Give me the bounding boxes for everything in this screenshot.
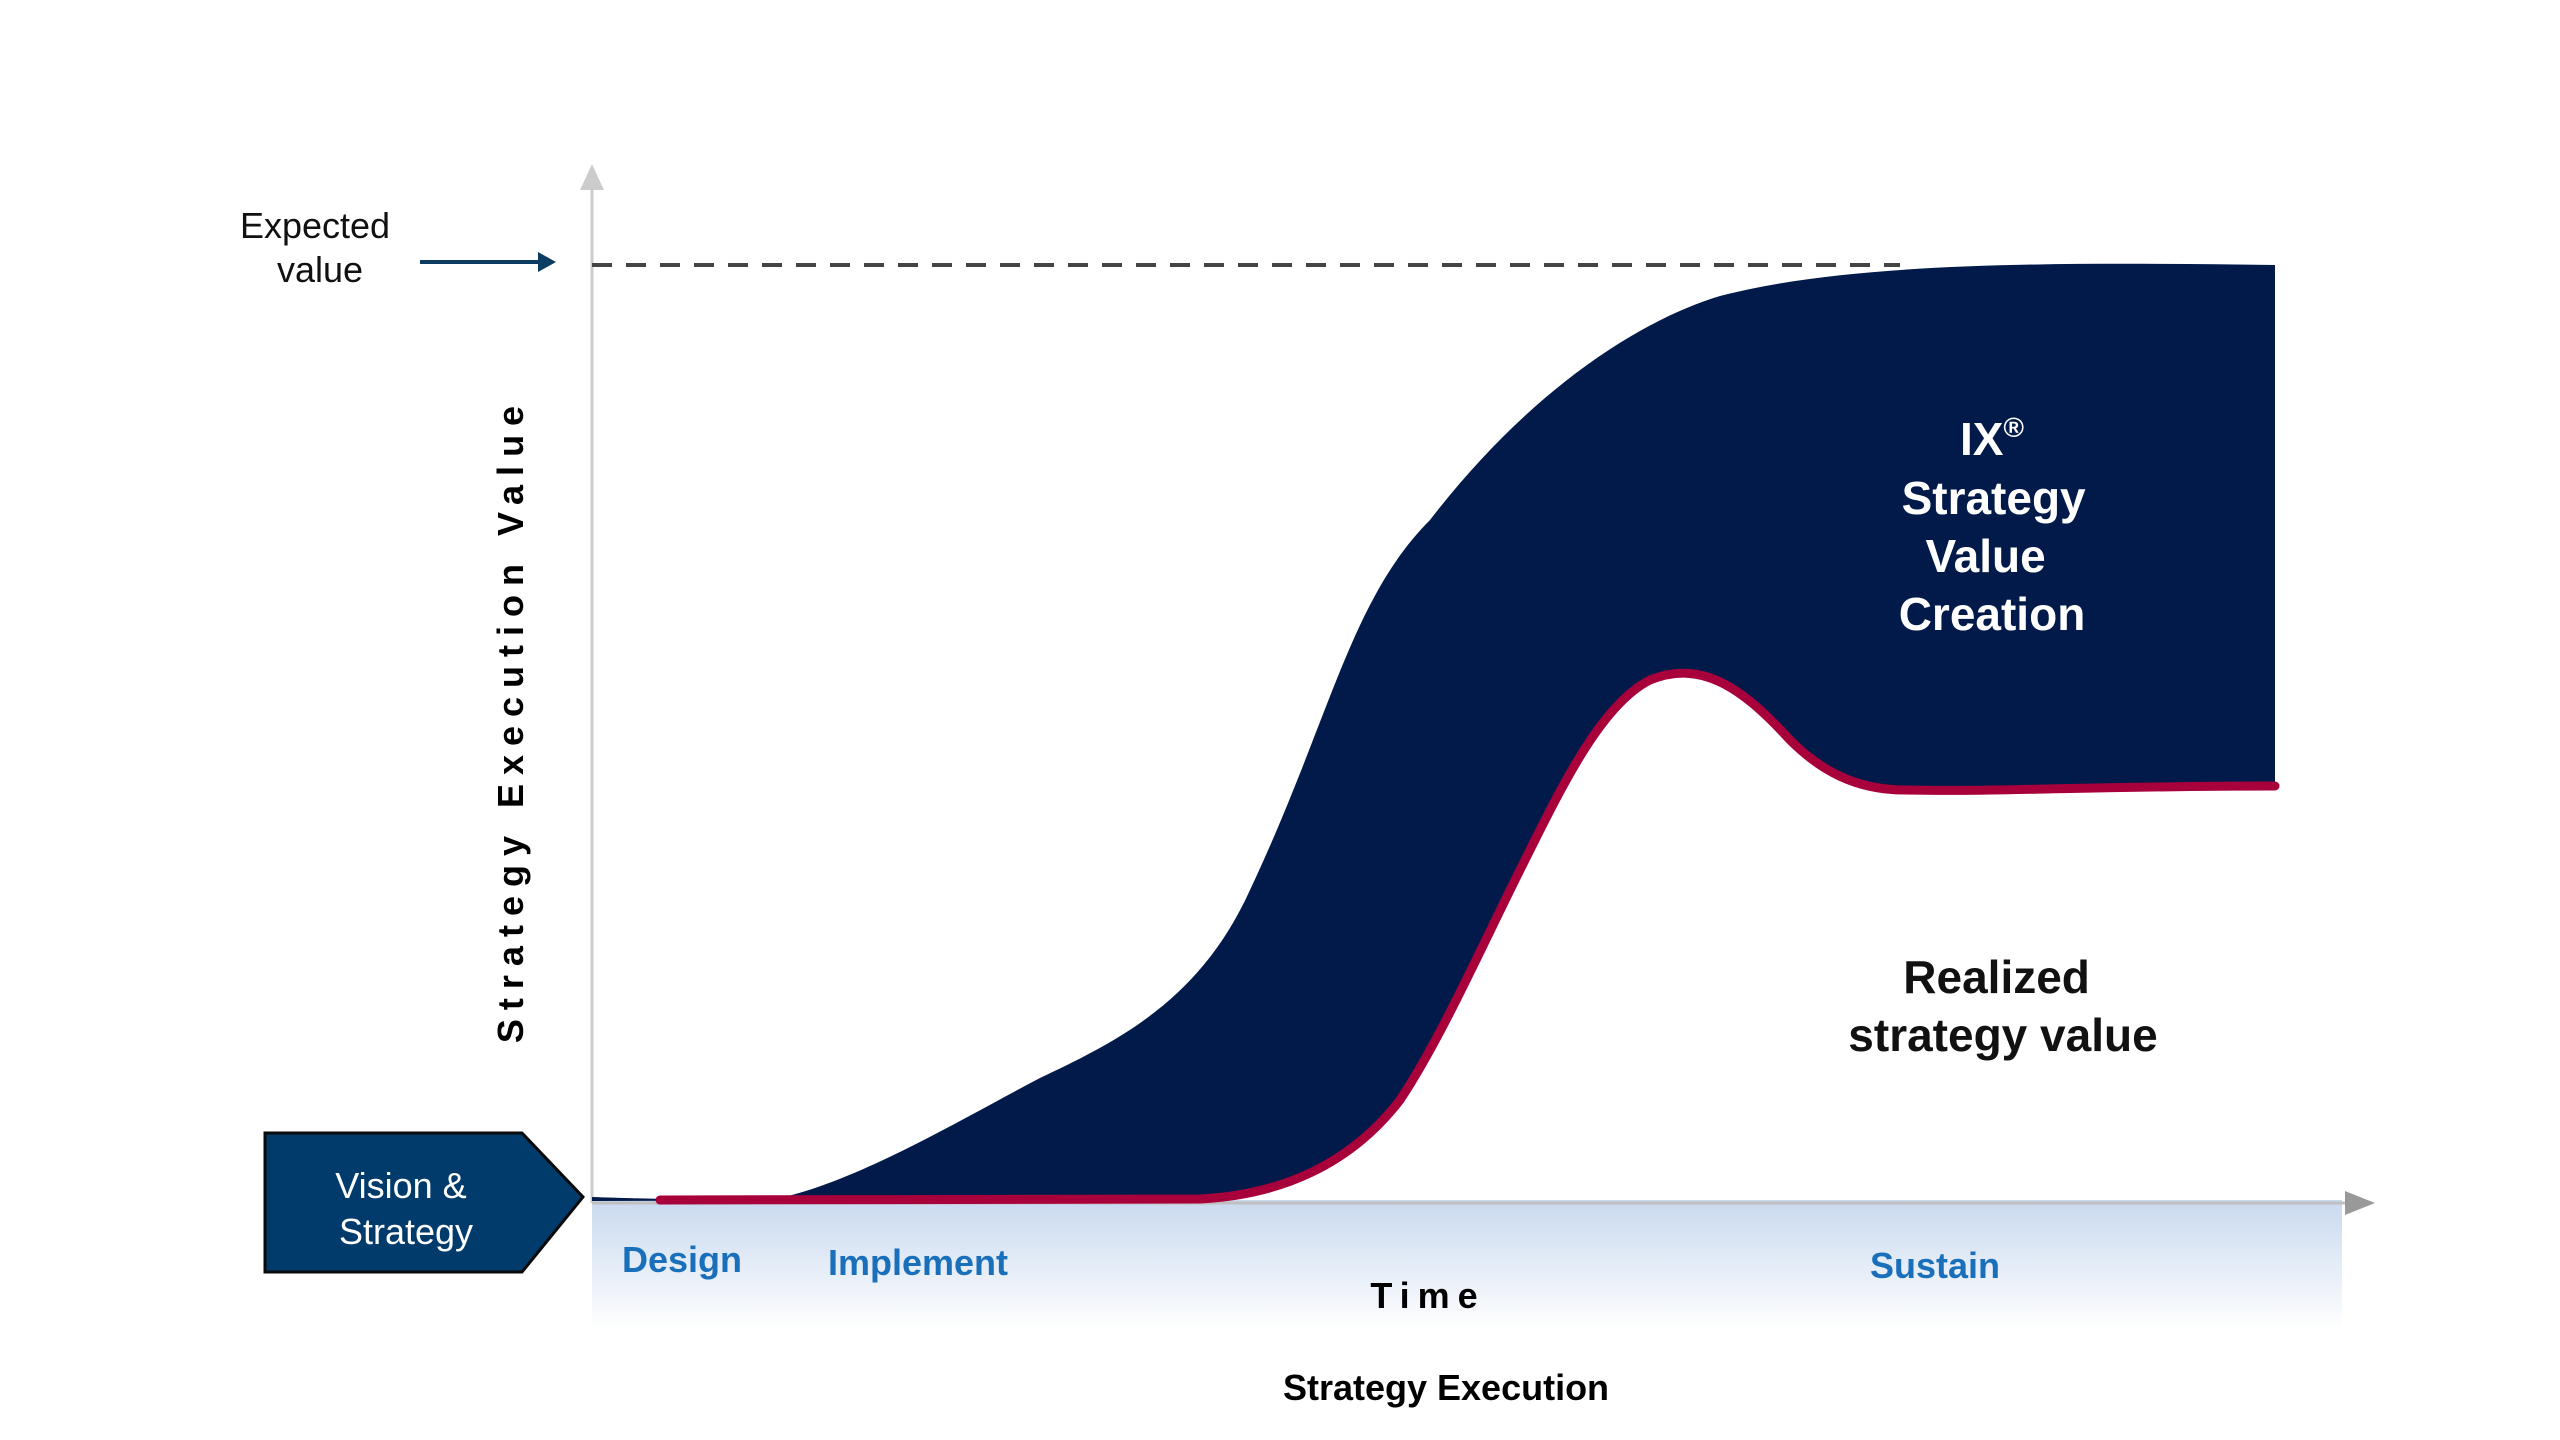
expected-value-label: Expected value: [240, 205, 400, 290]
expected-value-line2: value: [277, 249, 363, 290]
x-axis-time-label: Time: [1370, 1275, 1485, 1316]
vision-strategy-box: [263, 1131, 585, 1274]
y-axis-arrowhead: [580, 164, 604, 190]
vision-line2: Strategy: [339, 1211, 473, 1252]
vision-line1: Vision &: [335, 1165, 466, 1206]
realized-line1: Realized: [1903, 951, 2090, 1003]
realized-line2: strategy value: [1848, 1009, 2157, 1061]
realized-value-label: Realized strategy value: [1848, 951, 2157, 1061]
ix-line4: Creation: [1899, 588, 2086, 640]
vision-strategy-label: Vision & Strategy: [335, 1165, 476, 1252]
phase-sustain-label: Sustain: [1870, 1245, 2000, 1286]
ix-line2: Strategy: [1902, 472, 2086, 524]
realized-value-line: [655, 668, 2280, 1205]
value-creation-area: [592, 263, 2275, 1202]
ix-line1: IX: [1960, 413, 2004, 465]
y-axis-label: Strategy Execution Value: [490, 397, 531, 1043]
phase-design-label: Design: [622, 1239, 742, 1280]
phase-band: [592, 1200, 2342, 1330]
ix-line3: Value: [1926, 530, 2046, 582]
footer-label: Strategy Execution: [1283, 1367, 1609, 1408]
ix-registered: ®: [2003, 412, 2024, 443]
phase-implement-label: Implement: [828, 1242, 1008, 1283]
ix-title: IX®: [1960, 412, 2024, 465]
x-axis-arrowhead: [2345, 1191, 2375, 1215]
ix-caption: Strategy Value Creation: [1899, 472, 2099, 640]
expected-value-line1: Expected: [240, 205, 390, 246]
expected-value-arrowhead: [538, 252, 556, 272]
